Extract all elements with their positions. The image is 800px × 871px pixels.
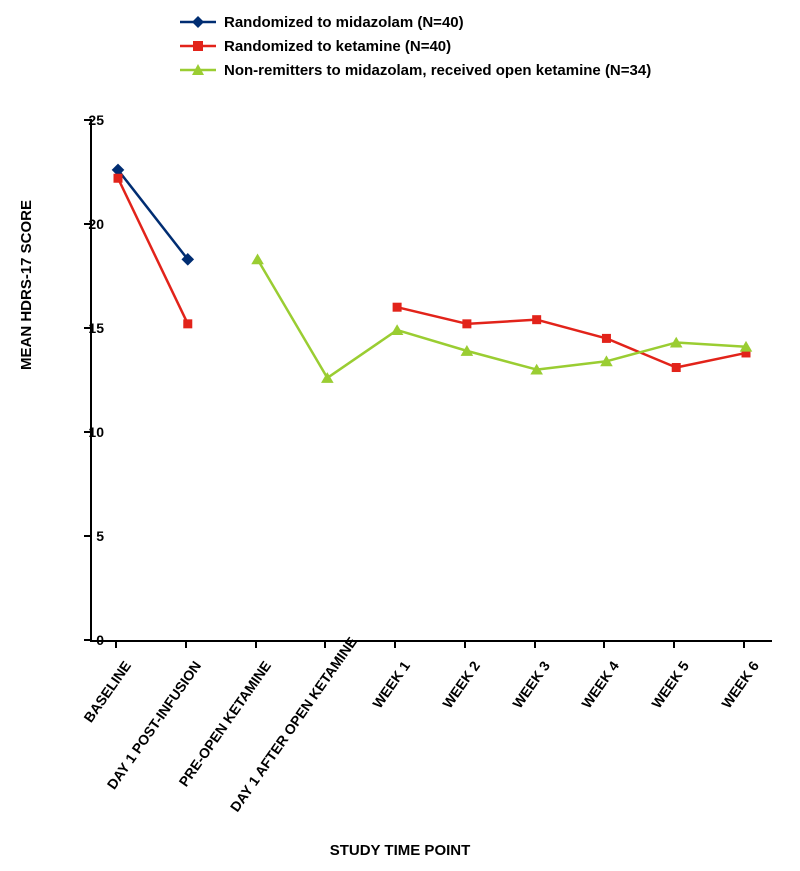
x-tick-mark bbox=[603, 640, 605, 648]
chart-area: MEAN HDRS-17 SCORE STUDY TIME POINT 0510… bbox=[0, 120, 800, 871]
chart-page: { "chart": { "type": "line", "background… bbox=[0, 0, 800, 871]
x-tick-mark bbox=[534, 640, 536, 648]
y-tick-mark bbox=[84, 639, 92, 641]
y-tick-mark bbox=[84, 327, 92, 329]
series-marker bbox=[391, 324, 404, 335]
series-line bbox=[118, 178, 188, 324]
series-marker bbox=[462, 319, 471, 328]
legend-item-midazolam: Randomized to midazolam (N=40) bbox=[180, 10, 651, 34]
legend-swatch-open-ketamine bbox=[180, 60, 216, 80]
series-marker bbox=[183, 319, 192, 328]
legend: Randomized to midazolam (N=40) Randomize… bbox=[180, 10, 651, 82]
plot-svg bbox=[92, 120, 772, 640]
x-tick-mark bbox=[185, 640, 187, 648]
y-tick-mark bbox=[84, 535, 92, 537]
x-tick-mark bbox=[673, 640, 675, 648]
legend-swatch-midazolam bbox=[180, 12, 216, 32]
legend-item-ketamine: Randomized to ketamine (N=40) bbox=[180, 34, 651, 58]
series-marker bbox=[114, 174, 123, 183]
y-tick-mark bbox=[84, 119, 92, 121]
series-line bbox=[397, 307, 746, 367]
y-tick-mark bbox=[84, 431, 92, 433]
x-tick-mark bbox=[115, 640, 117, 648]
series-marker bbox=[672, 363, 681, 372]
x-tick-mark bbox=[394, 640, 396, 648]
legend-label: Randomized to midazolam (N=40) bbox=[224, 14, 464, 31]
y-tick-mark bbox=[84, 223, 92, 225]
x-tick-mark bbox=[743, 640, 745, 648]
series-marker bbox=[602, 334, 611, 343]
x-tick-mark bbox=[464, 640, 466, 648]
legend-label: Randomized to ketamine (N=40) bbox=[224, 38, 451, 55]
x-tick-mark bbox=[324, 640, 326, 648]
series-marker bbox=[393, 303, 402, 312]
series-marker bbox=[532, 315, 541, 324]
series-line bbox=[118, 170, 188, 259]
plot-region bbox=[90, 120, 772, 642]
legend-swatch-ketamine bbox=[180, 36, 216, 56]
series-line bbox=[258, 259, 746, 378]
y-axis-label: MEAN HDRS-17 SCORE bbox=[18, 200, 35, 370]
legend-item-open-ketamine: Non-remitters to midazolam, received ope… bbox=[180, 58, 651, 82]
x-tick-mark bbox=[255, 640, 257, 648]
series-marker bbox=[251, 254, 264, 265]
x-axis-label: STUDY TIME POINT bbox=[0, 842, 800, 859]
legend-label: Non-remitters to midazolam, received ope… bbox=[224, 62, 651, 79]
